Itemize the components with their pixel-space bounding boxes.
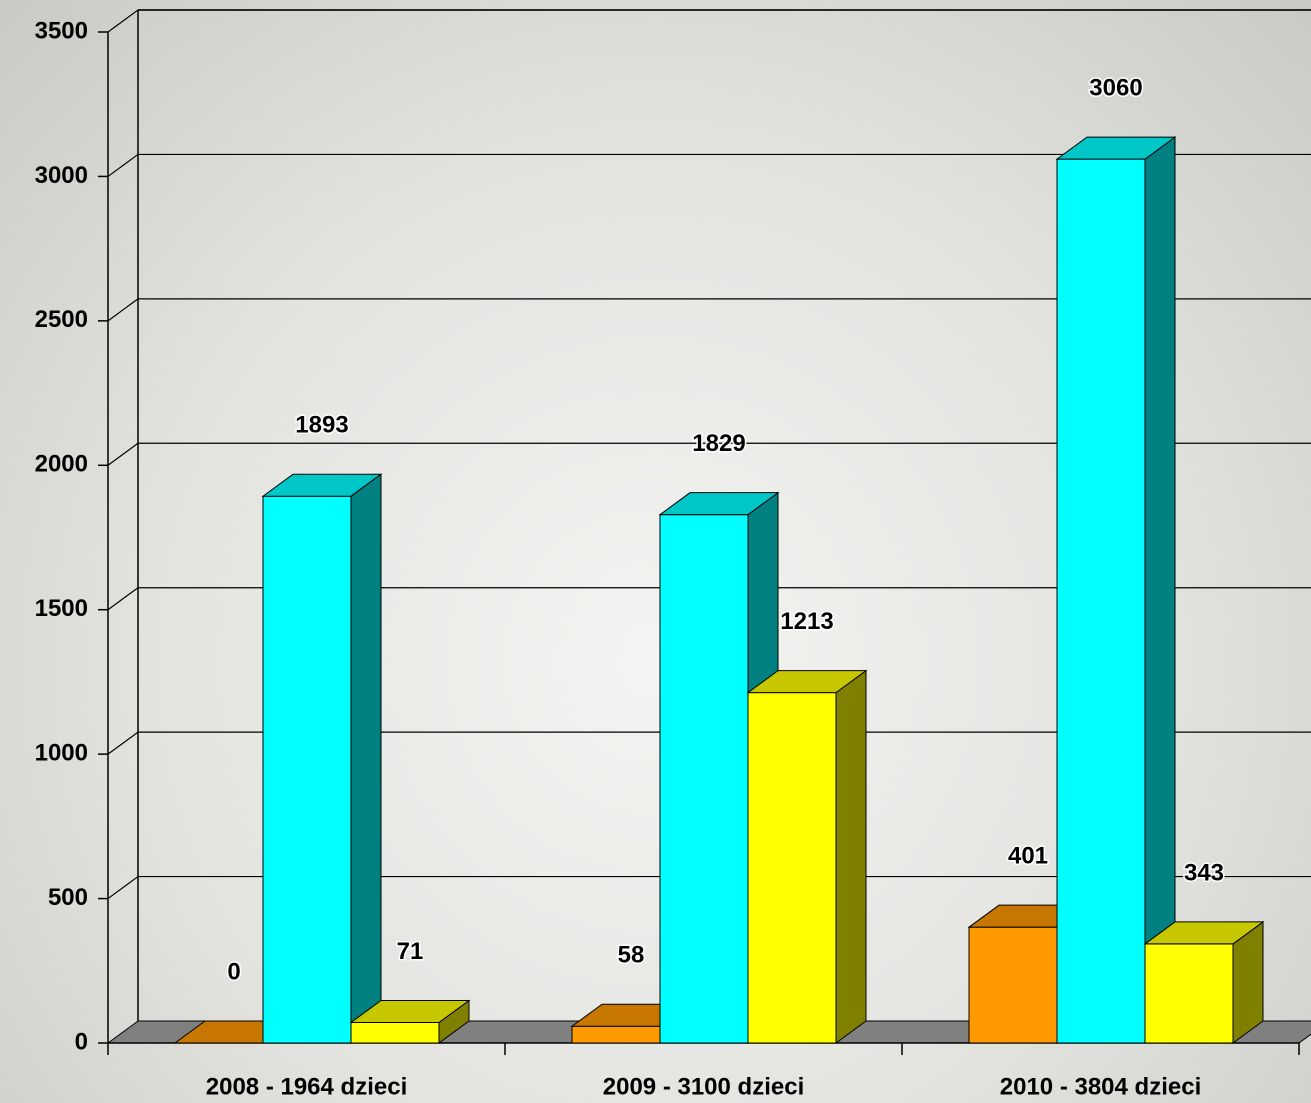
bar — [1056, 158, 1146, 1044]
bar — [350, 1021, 440, 1044]
bar — [1144, 943, 1234, 1044]
grid-line-side — [107, 9, 139, 33]
y-tick-label: 2500 — [35, 306, 88, 333]
x-tick-label: 2010 - 3804 dzieci — [1000, 1073, 1201, 1100]
y-tick-label: 2000 — [35, 451, 88, 478]
bar — [968, 926, 1058, 1044]
bar-top — [349, 999, 471, 1023]
y-tick-label: 3500 — [35, 17, 88, 44]
bar — [571, 1025, 661, 1044]
bar-side — [350, 473, 382, 1044]
bar-top — [1143, 921, 1265, 945]
bar-top — [261, 473, 383, 497]
bar-top — [658, 492, 780, 516]
value-label: 343 — [1184, 859, 1224, 886]
bar-side — [835, 669, 867, 1044]
bar — [747, 692, 837, 1044]
bar — [262, 495, 352, 1044]
bar-top — [746, 670, 868, 694]
value-label: 0 — [227, 958, 240, 985]
value-label: 71 — [397, 938, 424, 965]
value-label: 58 — [618, 942, 645, 969]
value-label: 1213 — [780, 608, 833, 635]
x-tick-label: 2009 - 3100 dzieci — [603, 1073, 804, 1100]
x-tick-label: 2008 - 1964 dzieci — [206, 1073, 407, 1100]
grid-line-side — [107, 876, 139, 900]
value-label: 1893 — [295, 412, 348, 439]
y-tick-label: 1500 — [35, 595, 88, 622]
bar-top — [1055, 136, 1177, 160]
value-label: 3060 — [1089, 74, 1142, 101]
y-tick-label: 500 — [48, 884, 88, 911]
bar — [659, 514, 749, 1044]
grid-line-side — [107, 731, 139, 755]
y-tick-label: 3000 — [35, 162, 88, 189]
grid-line-side — [107, 587, 139, 611]
grid-line-side — [107, 298, 139, 322]
grid-line-side — [107, 442, 139, 466]
y-tick-label: 0 — [75, 1028, 88, 1055]
y-tick-label: 1000 — [35, 739, 88, 766]
value-label: 401 — [1008, 843, 1048, 870]
bar-side — [1144, 136, 1176, 1044]
value-label: 1829 — [692, 430, 745, 457]
grid-line-side — [107, 153, 139, 177]
